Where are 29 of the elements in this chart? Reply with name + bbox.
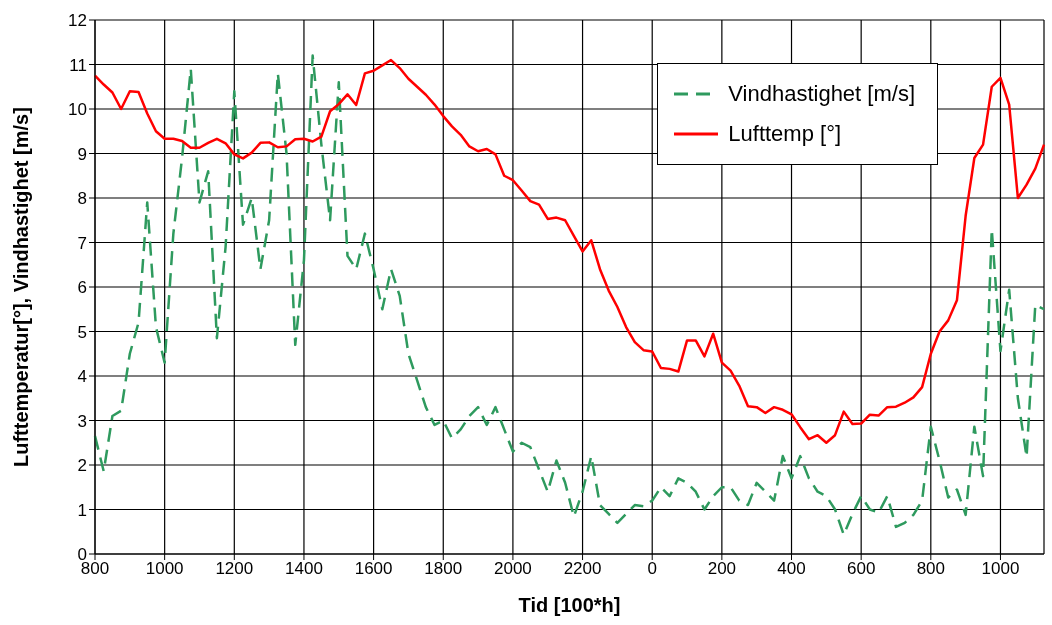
x-tick-label: 1400 [285, 559, 323, 579]
x-tick-label: 200 [707, 559, 737, 579]
x-tick-label: 800 [916, 559, 945, 579]
x-tick-label: 600 [846, 559, 876, 579]
x-tick-label: 2200 [563, 559, 602, 579]
legend-label: Vindhastighet [m/s] [728, 80, 915, 108]
x-tick-label: 400 [777, 559, 806, 579]
y-tick-label: 3 [77, 411, 87, 431]
y-tick-label: 9 [77, 144, 87, 164]
x-tick-label: 1000 [981, 559, 1020, 579]
y-axis-title: Lufttemperatur[°], Vindhastighet [m/s] [10, 107, 33, 467]
x-tick-label: 2000 [493, 559, 532, 579]
y-tick-label: 8 [77, 189, 87, 209]
x-tick-label: 0 [647, 559, 657, 579]
x-tick-label: 1000 [145, 559, 184, 579]
x-tick-label: 1800 [424, 559, 463, 579]
y-tick-label: 7 [77, 233, 87, 253]
y-tick-label: 1 [77, 500, 87, 520]
y-tick-label: 4 [77, 367, 87, 387]
x-tick-label: 1200 [215, 559, 254, 579]
y-tick-label: 10 [68, 100, 87, 120]
y-tick-label: 2 [77, 456, 87, 476]
y-tick-label: 12 [68, 11, 87, 31]
x-tick-label: 1600 [354, 559, 393, 579]
y-tick-label: 6 [77, 278, 87, 298]
legend-label: Lufttemp [°] [728, 120, 842, 148]
y-tick-label: 5 [77, 322, 87, 342]
x-axis-title: Tid [100*h] [518, 594, 621, 616]
y-tick-label: 11 [69, 55, 87, 75]
